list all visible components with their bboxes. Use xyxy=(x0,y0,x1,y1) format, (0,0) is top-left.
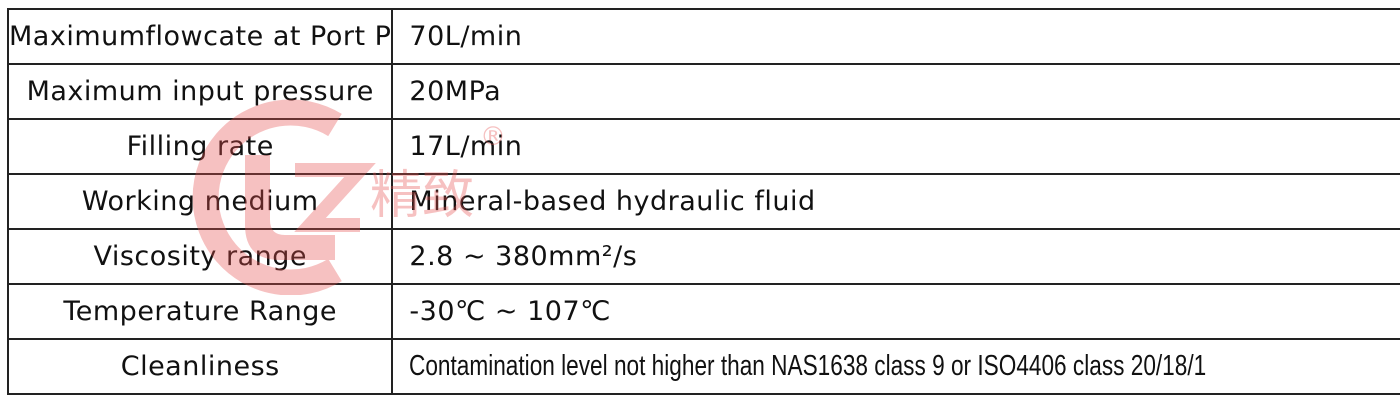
table-row: Temperature Range -30℃ ~ 107℃ xyxy=(6,283,1400,340)
table-row: Cleanliness Contamination level not highe… xyxy=(6,338,1400,395)
row-value: Mineral-based hydraulic fluid xyxy=(391,173,1400,230)
table-row: Maximumflowcate at Port P 70L/min xyxy=(6,8,1400,65)
row-label: Filling rate xyxy=(6,118,394,175)
table-row: Working medium Mineral-based hydraulic fl… xyxy=(6,173,1400,230)
row-label: Temperature Range xyxy=(6,283,394,340)
table-row: Filling rate 17L/min xyxy=(6,118,1400,175)
row-label: Cleanliness xyxy=(6,338,394,395)
row-label: Viscosity range xyxy=(6,228,394,285)
row-value: Contamination level not higher than NAS1… xyxy=(409,350,1207,382)
table-row: Maximum input pressure 20MPa xyxy=(6,63,1400,120)
row-label: Maximumflowcate at Port P xyxy=(6,8,394,65)
row-value: -30℃ ~ 107℃ xyxy=(391,283,1400,340)
row-value: 2.8 ~ 380mm²/s xyxy=(391,228,1400,285)
table-row: Viscosity range 2.8 ~ 380mm²/s xyxy=(6,228,1400,285)
row-value: 17L/min xyxy=(391,118,1400,175)
row-label: Maximum input pressure xyxy=(6,63,394,120)
spec-table: Maximumflowcate at Port P 70L/min Maximum… xyxy=(6,8,1400,395)
row-value: 20MPa xyxy=(391,63,1400,120)
row-label: Working medium xyxy=(6,173,394,230)
row-value: 70L/min xyxy=(391,8,1400,65)
